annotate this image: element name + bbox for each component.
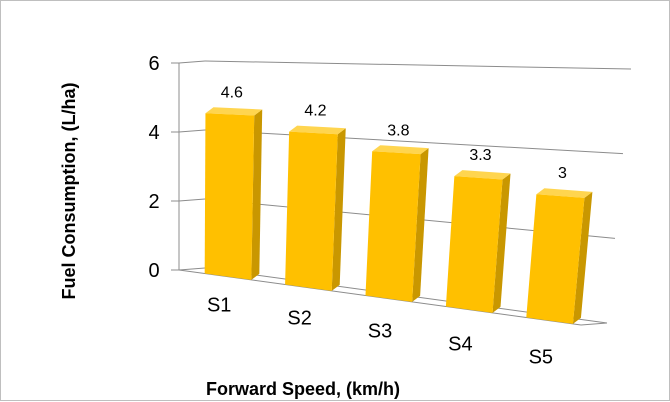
y-tick-label: 4 xyxy=(148,122,159,144)
bar-top xyxy=(289,125,346,135)
y-tick-label: 2 xyxy=(148,191,159,213)
data-label-s1: 4.6 xyxy=(221,84,243,101)
bar-s5 xyxy=(526,188,593,324)
y-tick-label: 0 xyxy=(148,260,159,282)
bar-s3 xyxy=(365,145,429,302)
bar-side xyxy=(572,191,593,324)
gridline-depth xyxy=(178,198,206,202)
x-tick-label-s4: S4 xyxy=(448,334,472,356)
x-axis-ticks: S1 S2 S3 S4 S5 xyxy=(207,295,553,369)
x-axis-title: Forward Speed, (km/h) xyxy=(206,379,400,399)
y-axis-title: Fuel Consumption, (L/ha) xyxy=(59,83,79,300)
x-tick-label-s1: S1 xyxy=(207,295,231,317)
y-tick-label: 6 xyxy=(148,53,159,75)
bar-s4 xyxy=(445,170,511,313)
bar-s2 xyxy=(285,125,346,291)
gridline-depth xyxy=(178,267,206,271)
bar-top xyxy=(536,188,593,198)
gridline xyxy=(204,129,624,155)
bars xyxy=(204,107,593,324)
bar-side xyxy=(412,148,429,302)
x-tick-label-s3: S3 xyxy=(368,321,392,343)
data-label-s3: 3.8 xyxy=(387,122,409,139)
bar-front xyxy=(445,176,503,313)
bar-front xyxy=(285,131,338,291)
bar-top xyxy=(454,170,511,180)
bar-side xyxy=(492,173,511,313)
bar-s1 xyxy=(204,107,263,280)
floor-edge xyxy=(580,322,608,326)
x-tick-label-s2: S2 xyxy=(287,308,311,330)
bar-front xyxy=(365,151,421,302)
bar-side xyxy=(251,109,263,280)
bar-front xyxy=(526,194,585,324)
data-labels: 4.6 4.2 3.8 3.3 3 xyxy=(221,84,567,182)
x-axis-line xyxy=(178,269,582,326)
gridline xyxy=(204,60,632,70)
bar-side xyxy=(331,128,346,291)
x-tick-label-s5: S5 xyxy=(529,347,553,369)
data-label-s5: 3 xyxy=(558,165,567,182)
data-label-s4: 3.3 xyxy=(469,147,491,164)
y-axis-ticks: 0 2 4 6 xyxy=(148,53,179,282)
gridline-depth xyxy=(178,129,206,133)
bar-top xyxy=(372,145,429,155)
bar-top xyxy=(205,107,263,116)
gridline-depth xyxy=(178,60,206,64)
data-label-s2: 4.2 xyxy=(304,103,326,120)
bar-front xyxy=(204,113,255,280)
